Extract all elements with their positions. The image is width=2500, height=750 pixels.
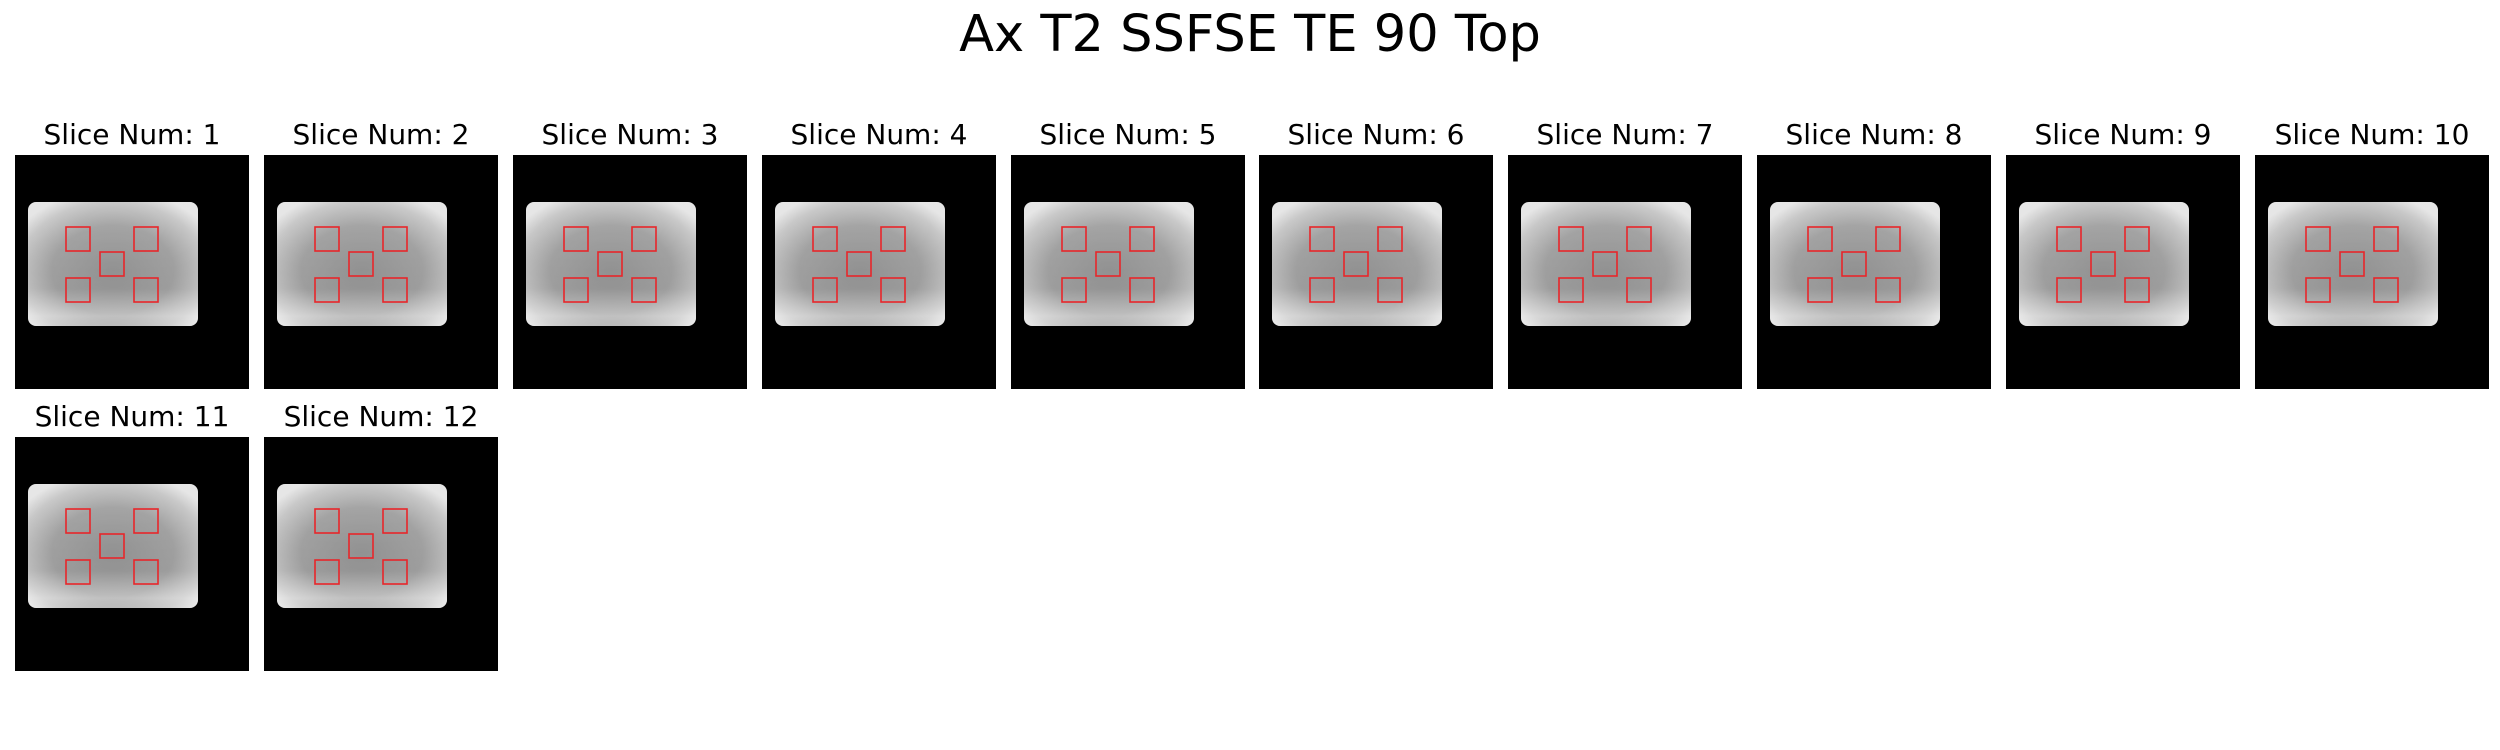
roi-box (1558, 226, 1584, 252)
roi-box (2339, 251, 2365, 277)
roi-box (880, 277, 906, 303)
roi-box (631, 277, 657, 303)
slice-title: Slice Num: 8 (1785, 118, 1963, 151)
roi-box (1061, 226, 1087, 252)
roi-box (1626, 277, 1652, 303)
slice-title: Slice Num: 11 (34, 400, 230, 433)
roi-box (99, 533, 125, 559)
roi-box (2056, 277, 2082, 303)
phantom-edge-highlight (1272, 202, 1442, 326)
roi-box (563, 277, 589, 303)
roi-box (631, 226, 657, 252)
roi-box (348, 533, 374, 559)
roi-box (1841, 251, 1867, 277)
roi-box (2056, 226, 2082, 252)
slice-image (1259, 155, 1493, 389)
slice-image (1757, 155, 1991, 389)
roi-box (812, 277, 838, 303)
phantom-edge-highlight (1770, 202, 1940, 326)
slice-title: Slice Num: 9 (2034, 118, 2212, 151)
roi-box (99, 251, 125, 277)
roi-box (382, 508, 408, 534)
slice-image (15, 437, 249, 671)
figure-title: Ax T2 SSFSE TE 90 Top (959, 5, 1541, 64)
roi-box (1377, 226, 1403, 252)
roi-box (314, 226, 340, 252)
phantom-edge-highlight (775, 202, 945, 326)
roi-box (1626, 226, 1652, 252)
roi-box (1558, 277, 1584, 303)
slice-title: Slice Num: 7 (1536, 118, 1714, 151)
roi-box (133, 508, 159, 534)
roi-box (382, 559, 408, 585)
roi-box (348, 251, 374, 277)
roi-box (1061, 277, 1087, 303)
phantom-edge-highlight (277, 202, 447, 326)
slice-title: Slice Num: 2 (292, 118, 470, 151)
slice-image (264, 437, 498, 671)
slice-image (2255, 155, 2489, 389)
roi-box (2124, 226, 2150, 252)
roi-box (382, 277, 408, 303)
roi-box (880, 226, 906, 252)
roi-box (2090, 251, 2116, 277)
slice-title: Slice Num: 3 (541, 118, 719, 151)
slice-image (264, 155, 498, 389)
roi-box (2305, 277, 2331, 303)
roi-box (1875, 277, 1901, 303)
roi-box (65, 559, 91, 585)
roi-box (1309, 226, 1335, 252)
roi-box (65, 277, 91, 303)
roi-box (1807, 277, 1833, 303)
roi-box (597, 251, 623, 277)
slice-image (1011, 155, 1245, 389)
slice-title: Slice Num: 6 (1287, 118, 1465, 151)
roi-box (563, 226, 589, 252)
roi-box (1592, 251, 1618, 277)
roi-box (846, 251, 872, 277)
roi-box (2373, 226, 2399, 252)
roi-box (1095, 251, 1121, 277)
slice-image (513, 155, 747, 389)
roi-box (2124, 277, 2150, 303)
roi-box (1129, 226, 1155, 252)
phantom-edge-highlight (1521, 202, 1691, 326)
roi-box (133, 559, 159, 585)
phantom-edge-highlight (2268, 202, 2438, 326)
phantom-edge-highlight (2019, 202, 2189, 326)
slice-title: Slice Num: 4 (790, 118, 968, 151)
slice-title: Slice Num: 12 (283, 400, 479, 433)
roi-box (812, 226, 838, 252)
roi-box (1875, 226, 1901, 252)
slice-title: Slice Num: 5 (1039, 118, 1217, 151)
roi-box (133, 277, 159, 303)
roi-box (1377, 277, 1403, 303)
slice-title: Slice Num: 10 (2274, 118, 2470, 151)
roi-box (2305, 226, 2331, 252)
phantom-edge-highlight (277, 484, 447, 608)
roi-box (1129, 277, 1155, 303)
roi-box (314, 559, 340, 585)
roi-box (314, 508, 340, 534)
phantom-edge-highlight (28, 202, 198, 326)
slice-image (15, 155, 249, 389)
slice-image (2006, 155, 2240, 389)
slice-image (762, 155, 996, 389)
slice-image (1508, 155, 1742, 389)
phantom-edge-highlight (1024, 202, 1194, 326)
roi-box (1807, 226, 1833, 252)
roi-box (65, 508, 91, 534)
roi-box (382, 226, 408, 252)
phantom-edge-highlight (28, 484, 198, 608)
slice-title: Slice Num: 1 (43, 118, 221, 151)
roi-box (1343, 251, 1369, 277)
roi-box (1309, 277, 1335, 303)
roi-box (65, 226, 91, 252)
phantom-edge-highlight (526, 202, 696, 326)
roi-box (2373, 277, 2399, 303)
roi-box (133, 226, 159, 252)
roi-box (314, 277, 340, 303)
